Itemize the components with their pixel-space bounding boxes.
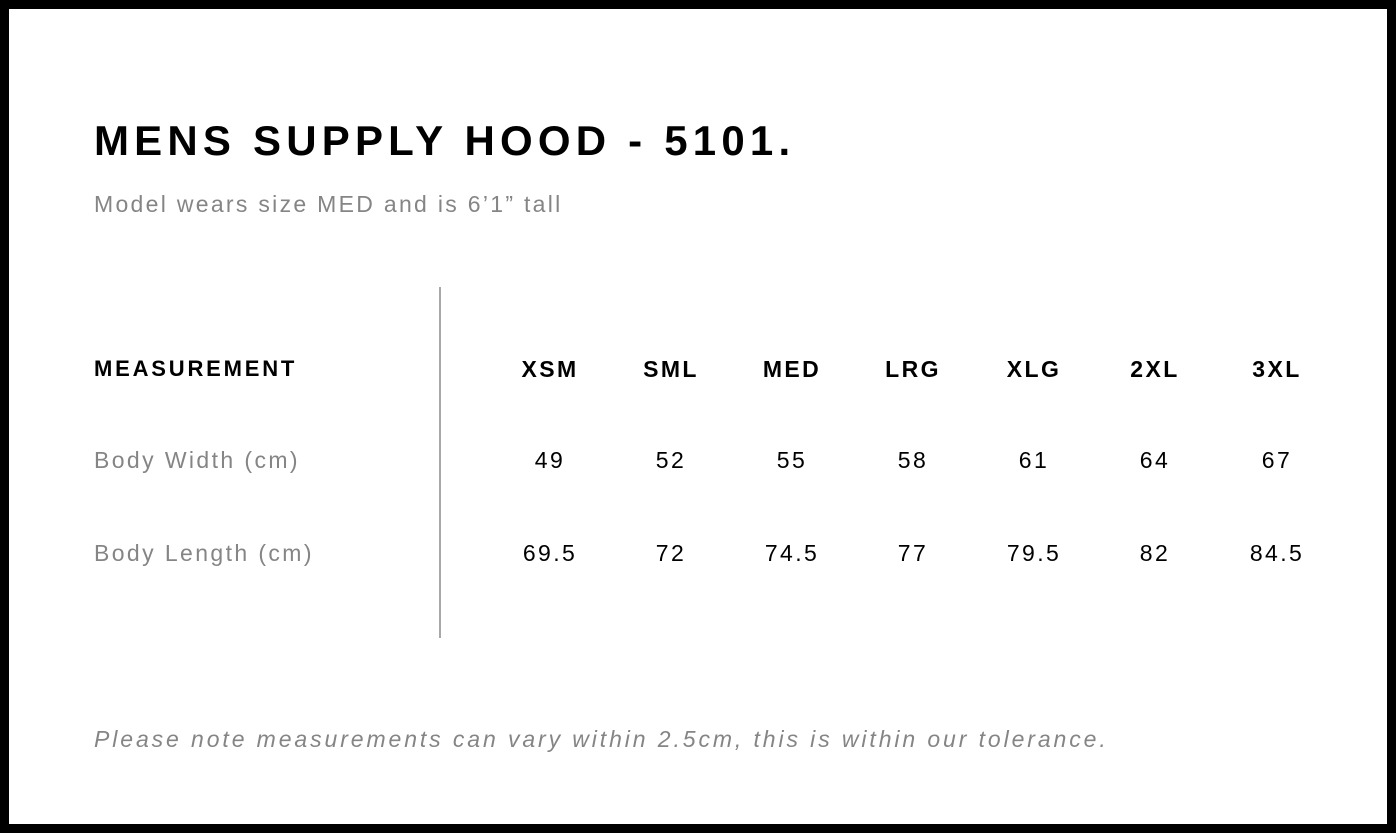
row-label: Body Width (cm) <box>94 447 300 473</box>
size-header-3xl: 3XL <box>1252 356 1302 382</box>
table-cell: 69.5 <box>522 540 578 566</box>
size-header-lrg: LRG <box>885 356 941 382</box>
table-cell: 58 <box>897 447 929 473</box>
table-cell: 64 <box>1139 447 1171 473</box>
table-cell: 77 <box>897 540 929 566</box>
table-cell: 74.5 <box>764 540 820 566</box>
subtitle: Model wears size MED and is 6’1” tall <box>94 191 563 217</box>
table-cell: 72 <box>655 540 687 566</box>
table-cell: 79.5 <box>1006 540 1062 566</box>
size-header-xlg: XLG <box>1006 356 1062 382</box>
size-header-2xl: 2XL <box>1130 356 1180 382</box>
size-header-sml: SML <box>643 356 699 382</box>
size-header-med: MED <box>762 356 822 382</box>
table-cell: 55 <box>776 447 808 473</box>
measurement-header: MEASUREMENT <box>94 356 298 381</box>
table-cell: 82 <box>1139 540 1171 566</box>
table-cell: 49 <box>534 447 566 473</box>
table-cell: 61 <box>1018 447 1050 473</box>
tolerance-note: Please note measurements can vary within… <box>94 726 1109 752</box>
table-cell: 84.5 <box>1249 540 1305 566</box>
size-chart-card: MENS SUPPLY HOOD - 5101. Model wears siz… <box>9 9 1387 824</box>
row-label: Body Length (cm) <box>94 540 314 566</box>
table-cell: 52 <box>655 447 687 473</box>
column-divider <box>439 287 441 638</box>
table-cell: 67 <box>1261 447 1293 473</box>
page-title: MENS SUPPLY HOOD - 5101. <box>94 117 796 164</box>
size-header-xsm: XSM <box>521 356 579 382</box>
